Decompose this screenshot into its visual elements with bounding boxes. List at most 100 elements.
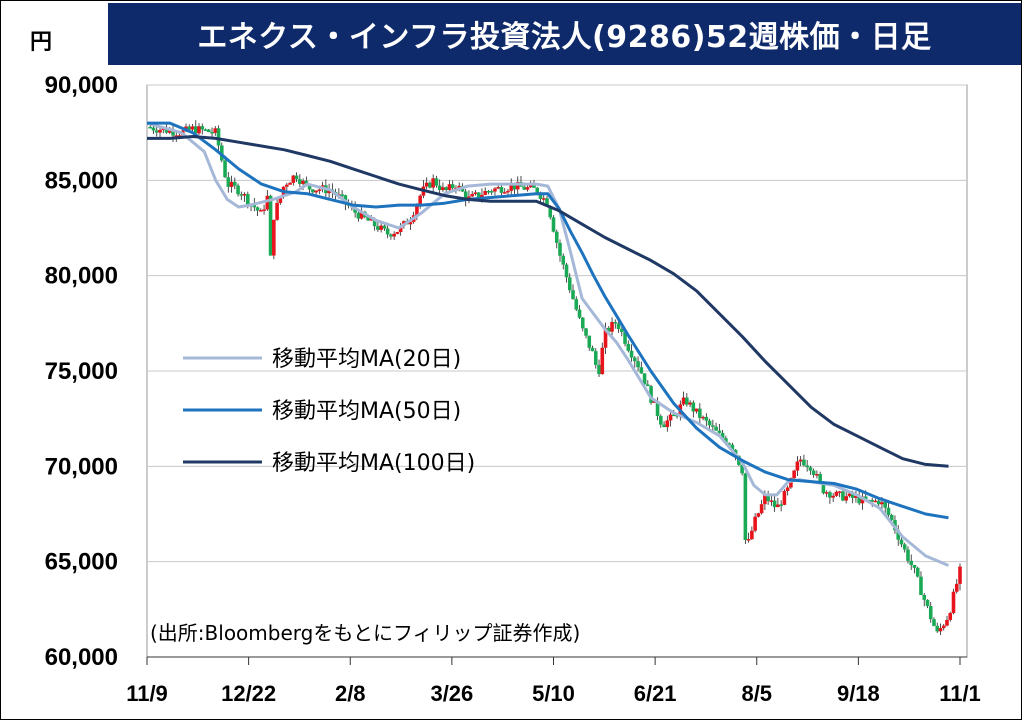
y-axis: 90,000 85,000 80,000 75,000 70,000 65,000 60,0… <box>45 72 118 671</box>
candle-body <box>906 549 910 561</box>
candle-body <box>633 357 637 362</box>
candle-body <box>847 493 852 497</box>
candle-body <box>151 127 156 131</box>
candle-body <box>167 130 172 133</box>
candle-body <box>850 493 855 498</box>
candle-body <box>226 177 231 187</box>
candle-body <box>398 225 403 233</box>
candle-body <box>522 186 527 190</box>
candle-body <box>766 495 770 502</box>
candle-body <box>795 461 800 471</box>
candle-body <box>750 530 754 540</box>
legend-label: 移動平均MA(20日) <box>272 347 461 372</box>
candle-body <box>506 190 510 193</box>
candle-body <box>567 277 572 291</box>
candle-body <box>340 194 344 196</box>
candle-body <box>437 185 442 190</box>
candle-body <box>727 443 731 445</box>
candle-body <box>213 128 218 133</box>
candle-body <box>515 182 520 190</box>
candle-body <box>730 444 735 450</box>
y-tick-label: 85,000 <box>45 167 118 194</box>
candle-body <box>236 185 240 195</box>
candle-body <box>154 130 159 133</box>
candle-body <box>925 599 930 607</box>
candle-body <box>408 221 413 225</box>
candle-body <box>203 129 208 131</box>
candle-body <box>740 464 744 474</box>
candle-body <box>704 416 709 421</box>
candle-body <box>662 424 666 428</box>
x-tick-label: 12/22 <box>221 681 276 706</box>
candle-body <box>954 583 959 592</box>
candle-body <box>636 361 640 368</box>
candle-body <box>902 544 907 550</box>
candle-body <box>493 188 497 192</box>
candle-body <box>187 126 192 130</box>
candle-body <box>668 414 673 421</box>
candle-body <box>418 195 422 205</box>
candle-body <box>164 128 169 133</box>
candle-body <box>834 491 839 496</box>
candle-body <box>792 470 796 479</box>
candle-body <box>200 126 205 130</box>
candle-body <box>958 566 962 584</box>
candle-body <box>301 180 305 184</box>
candle-body <box>499 187 504 193</box>
candle-body <box>746 539 751 541</box>
candle-body <box>782 491 787 505</box>
candle-body <box>932 619 936 626</box>
candle-body <box>554 231 559 243</box>
candle-body <box>798 459 803 462</box>
candle-body <box>496 187 501 189</box>
unit-label: 円 <box>30 30 53 55</box>
candle-body <box>642 373 647 385</box>
candle-body <box>353 207 357 213</box>
candle-body <box>889 514 894 521</box>
candle-body <box>681 397 686 405</box>
candle-body <box>434 178 439 186</box>
candle-body <box>587 335 592 348</box>
candle-body <box>896 530 901 540</box>
candle-body <box>327 189 331 194</box>
candle-body <box>619 329 624 333</box>
candle-body <box>535 187 540 194</box>
candle-body <box>372 218 377 227</box>
candle-body <box>265 195 270 210</box>
candle-body <box>707 420 712 426</box>
candle-body <box>246 194 250 205</box>
candle-body <box>278 196 283 203</box>
candle-body <box>714 426 718 431</box>
candle-body <box>489 191 494 193</box>
candle-body <box>629 350 634 358</box>
candle-body <box>919 576 923 596</box>
x-tick-label: 5/10 <box>532 681 575 706</box>
candle-body <box>909 560 914 566</box>
candle-body <box>789 478 793 488</box>
ma-line-3 <box>147 135 949 468</box>
candle-body <box>606 327 611 332</box>
candle-body <box>876 500 881 505</box>
candle-body <box>717 430 722 433</box>
source-note: (出所:Bloombergをもとにフィリップ証券作成) <box>150 621 580 645</box>
candle-body <box>613 321 618 324</box>
candle-body <box>574 299 579 310</box>
candle-body <box>561 255 566 265</box>
candle-body <box>304 180 309 185</box>
candle-body <box>424 182 429 187</box>
candle-body <box>502 192 507 194</box>
candle-body <box>298 179 302 184</box>
candle-body <box>262 209 266 211</box>
candle-body <box>441 187 445 190</box>
candle-body <box>623 332 627 344</box>
candle-body <box>639 367 644 374</box>
candle-body <box>532 184 536 188</box>
candle-body <box>863 496 868 500</box>
candle-body <box>512 184 517 190</box>
candle-body <box>382 225 387 229</box>
candle-body <box>545 198 549 207</box>
x-tick-label: 11/9 <box>126 681 168 706</box>
candle-body <box>922 595 927 600</box>
candle-body <box>428 182 432 188</box>
candle-body <box>415 204 419 216</box>
